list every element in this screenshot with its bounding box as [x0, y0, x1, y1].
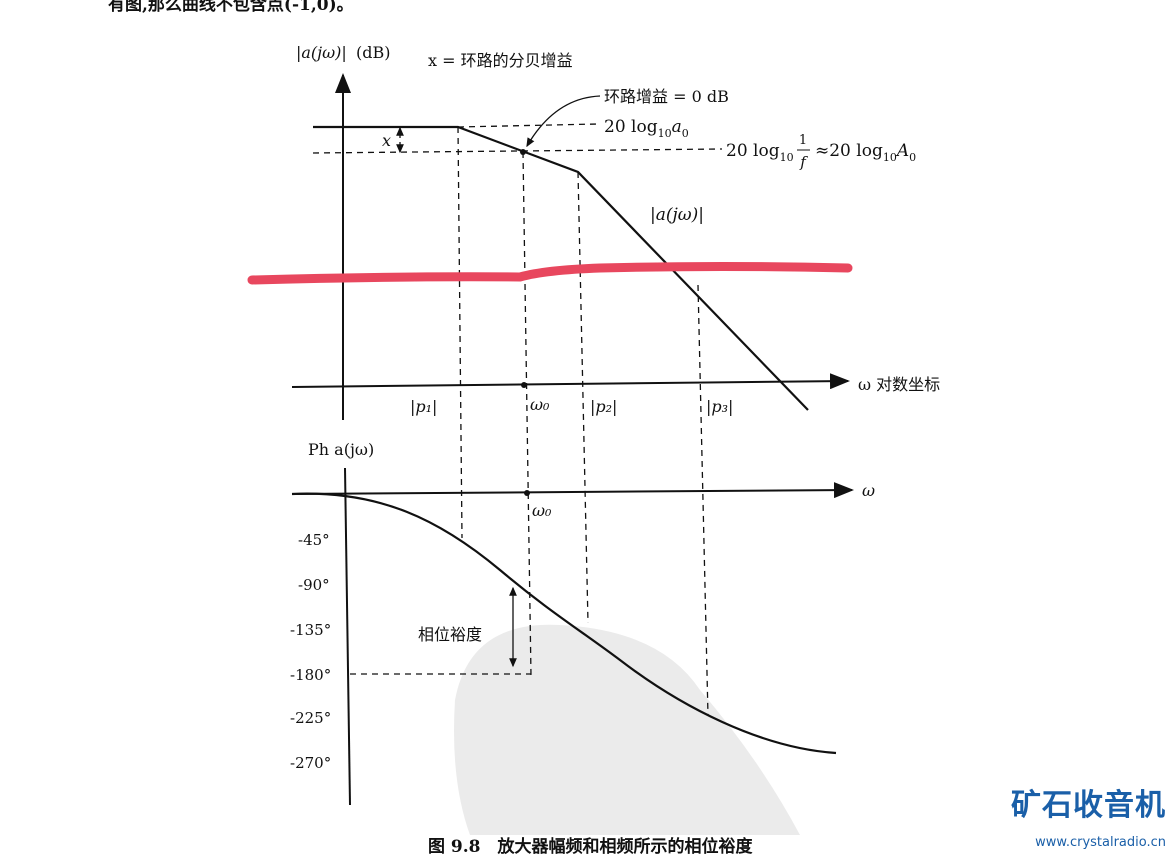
omega0-dashed — [522, 151, 532, 677]
phase-tick: -90° — [298, 576, 330, 594]
tick-omega0: ω₀ — [530, 395, 550, 414]
red-highlight-stroke — [247, 262, 853, 285]
magnitude-curve — [313, 125, 809, 411]
phase-x-label: ω — [862, 481, 875, 500]
magnitude-curve-label: |a(jω)| — [650, 205, 704, 225]
magnitude-x-label: ω 对数坐标 — [858, 375, 940, 394]
loop-gain-note: 环路增益 = 0 dB — [604, 87, 729, 106]
svg-text:f: f — [799, 153, 808, 171]
phase-y-axis — [344, 467, 351, 806]
magnitude-y-label: |a(jω)| — [296, 43, 347, 62]
p2-dashed — [577, 171, 589, 624]
a0-level-label: 20 log10a0 — [604, 117, 689, 140]
feedback-level-dashed — [312, 148, 723, 154]
feedback-level-label: 20 log10 1 f ≈20 log10A0 — [726, 133, 916, 171]
tick-p1: |p₁| — [410, 397, 437, 416]
a0-level-dashed — [457, 123, 599, 128]
p1-dashed — [457, 126, 463, 539]
phase-omega0-label: ω₀ — [532, 501, 552, 520]
x-note: x = 环路的分贝增益 — [428, 51, 573, 70]
phase-tick: -270° — [290, 754, 331, 772]
site-url: www.crystalradio.cn — [1035, 835, 1166, 850]
loop-gain-pointer — [526, 95, 601, 148]
svg-text:1: 1 — [799, 133, 807, 148]
phase-tick: -135° — [290, 621, 331, 639]
top-text-fragment: 有图,那么曲线不包含点(-1,0)。 — [108, 0, 354, 15]
p3-dashed — [697, 284, 709, 717]
svg-text:20 log10: 20 log10 — [726, 141, 794, 164]
phase-omega0-point — [524, 490, 530, 496]
svg-text:≈20 log10A0: ≈20 log10A0 — [815, 141, 916, 164]
phase-x-axis — [291, 482, 854, 499]
phase-tick: -225° — [290, 709, 331, 727]
phase-y-label: Ph a(jω) — [308, 440, 374, 459]
x-gain-marker: x — [382, 131, 391, 150]
magnitude-y-unit: (dB) — [356, 43, 390, 62]
tick-p3: |p₃| — [706, 397, 733, 416]
omega0-point — [521, 382, 527, 388]
site-logo: 矿石收音机 — [1011, 788, 1166, 823]
phase-margin-label: 相位裕度 — [418, 625, 482, 644]
phase-curve — [291, 492, 837, 755]
figure-caption: 图 9.8 放大器幅频和相频所示的相位裕度 — [428, 836, 753, 857]
stamp-watermark — [454, 624, 800, 835]
phase-tick: -180° — [290, 666, 331, 684]
crossover-point — [520, 149, 526, 155]
magnitude-x-axis — [291, 373, 850, 390]
tick-p2: |p₂| — [590, 397, 617, 416]
phase-tick: -45° — [298, 531, 330, 549]
